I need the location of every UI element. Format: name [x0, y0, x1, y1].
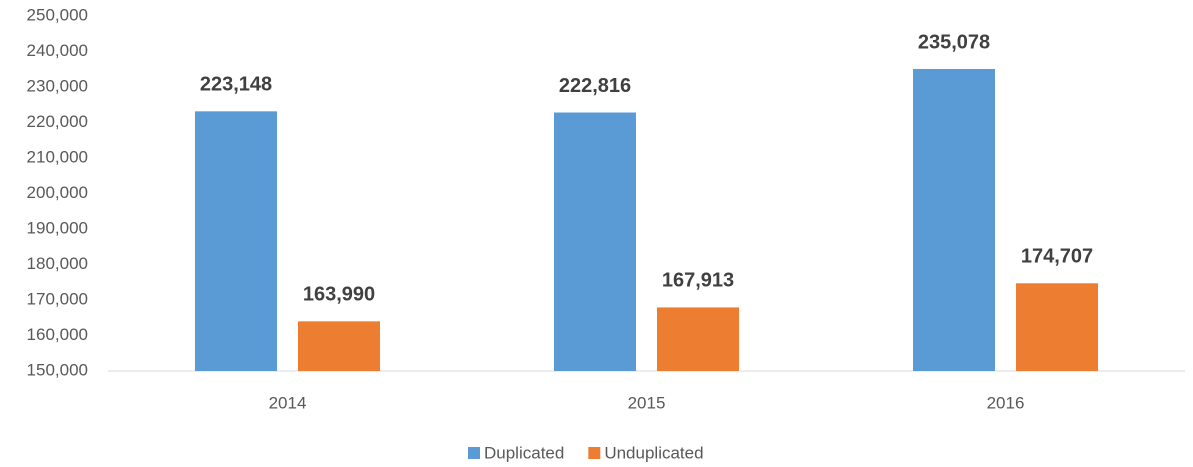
y-tick-label: 250,000	[27, 5, 88, 24]
bar	[657, 307, 739, 371]
value-label: 223,148	[200, 74, 272, 96]
y-tick-label: 170,000	[27, 289, 88, 308]
y-tick-label: 150,000	[27, 360, 88, 379]
bar	[298, 321, 380, 371]
x-tick-label: 2016	[987, 393, 1025, 412]
legend-swatch	[588, 447, 601, 459]
y-tick-label: 160,000	[27, 325, 88, 344]
value-label: 167,913	[662, 270, 734, 292]
value-label: 222,816	[559, 75, 631, 97]
y-tick-label: 240,000	[27, 41, 88, 60]
bar	[913, 68, 995, 372]
y-tick-label: 230,000	[27, 76, 88, 95]
legend-swatch	[468, 447, 480, 459]
value-label: 174,707	[1021, 246, 1093, 268]
y-tick-label: 200,000	[27, 183, 88, 202]
value-label: 235,078	[918, 31, 990, 53]
y-tick-label: 190,000	[27, 218, 88, 237]
bar	[195, 111, 277, 372]
x-tick-label: 2015	[628, 393, 666, 412]
y-tick-label: 180,000	[27, 254, 88, 273]
legend-label: Unduplicated	[604, 443, 703, 462]
y-tick-label: 220,000	[27, 112, 88, 131]
bar	[554, 112, 636, 371]
x-tick-label: 2014	[269, 393, 307, 412]
legend-label: Duplicated	[484, 443, 564, 462]
value-label: 163,990	[303, 284, 375, 306]
bar	[1016, 283, 1098, 371]
y-tick-label: 210,000	[27, 147, 88, 166]
